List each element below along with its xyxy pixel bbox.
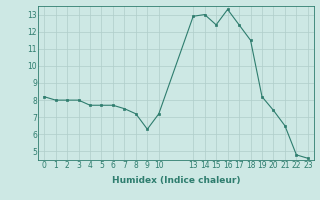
X-axis label: Humidex (Indice chaleur): Humidex (Indice chaleur) (112, 176, 240, 185)
